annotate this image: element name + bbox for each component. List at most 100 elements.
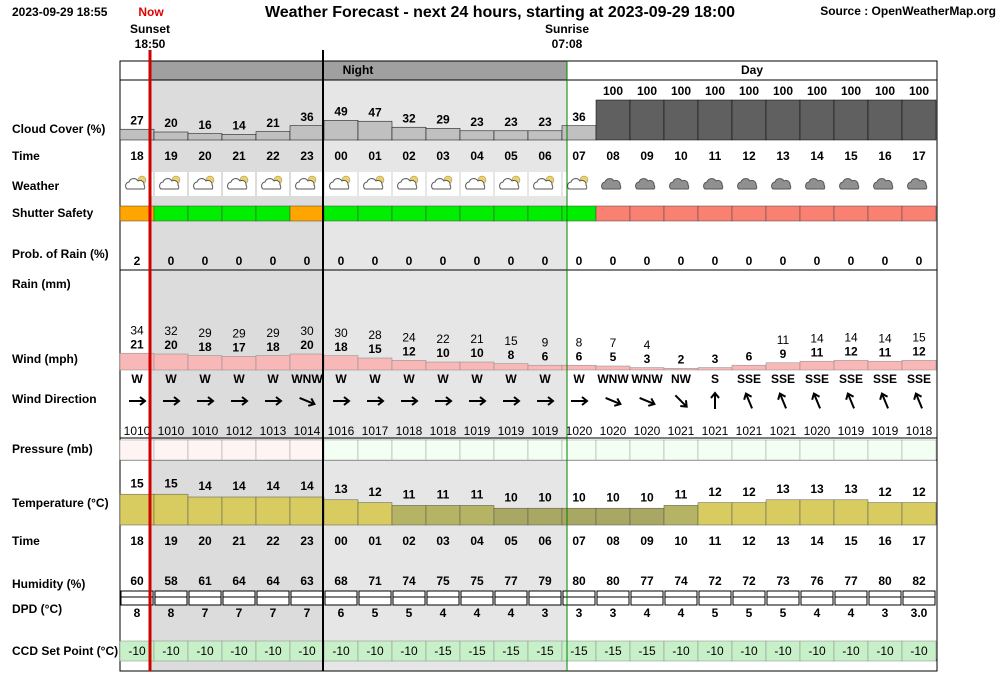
- weather-icon: [563, 172, 595, 196]
- temp-value: 13: [844, 482, 858, 496]
- dpd-value: 7: [236, 606, 243, 620]
- hour-label: 18: [130, 534, 144, 548]
- humidity-value: 68: [334, 574, 348, 588]
- ccd-value: -10: [842, 644, 860, 658]
- dpd-value: 7: [202, 606, 209, 620]
- pressure-value: 1020: [634, 424, 661, 438]
- rain-prob: 0: [338, 254, 345, 268]
- wind-speed: 5: [610, 350, 617, 364]
- shutter-cell: [357, 205, 393, 222]
- temp-bar: [459, 505, 495, 526]
- pressure-cell: [425, 439, 461, 461]
- cloud-value: 23: [538, 115, 552, 129]
- arrow-shaft: [915, 393, 923, 409]
- cloud-shape: [159, 178, 180, 190]
- cloud-bar: [765, 99, 801, 141]
- humidity-value: 79: [538, 574, 552, 588]
- dpd-value: 5: [372, 606, 379, 620]
- ccd-value: -15: [570, 644, 588, 658]
- dpd-value: 4: [474, 606, 481, 620]
- humidity-value: 77: [504, 574, 518, 588]
- wind-arrow: [605, 397, 622, 407]
- cloud-shape: [295, 178, 316, 190]
- wind-arrow: [879, 392, 889, 409]
- source: Source : OpenWeatherMap.org: [820, 4, 996, 18]
- wind-speed: 6: [576, 349, 583, 363]
- pressure-value: 1021: [736, 424, 763, 438]
- pressure-cell: [867, 439, 903, 461]
- wind-dir: W: [369, 372, 381, 386]
- temp-value: 11: [675, 488, 688, 502]
- pressure-cell: [799, 439, 835, 461]
- dpd-value: 3.0: [911, 606, 928, 620]
- arrow-head: [845, 392, 855, 401]
- cloud-value: 100: [705, 84, 725, 98]
- arrow-head: [377, 396, 385, 406]
- humidity-value: 71: [368, 574, 382, 588]
- sunset-label: Sunset: [130, 22, 170, 36]
- cloud-shape: [669, 178, 690, 190]
- pressure-cell: [731, 439, 767, 461]
- temp-bar: [153, 493, 189, 526]
- night-band: [323, 61, 567, 80]
- hour-label: 16: [878, 534, 892, 548]
- temp-bar: [391, 505, 427, 526]
- ccd-value: -10: [808, 644, 826, 658]
- wind-arrow: [265, 396, 283, 406]
- humidity-box: [188, 590, 222, 606]
- night-label: Night: [343, 63, 374, 77]
- row-label: Wind Direction: [12, 392, 97, 406]
- cloud-value: 29: [436, 113, 450, 127]
- row-label: Rain (mm): [12, 277, 71, 291]
- wind-dir: W: [335, 372, 347, 386]
- ccd-value: -10: [162, 644, 180, 658]
- cloud-bar: [391, 126, 427, 141]
- weather-icon: [189, 172, 221, 196]
- weather-icon: [155, 172, 187, 196]
- arrow-head: [811, 392, 821, 401]
- hour-label: 00: [334, 534, 348, 548]
- cloud-value: 100: [671, 84, 691, 98]
- pressure-value: 1019: [838, 424, 865, 438]
- ccd-value: -10: [706, 644, 724, 658]
- title: Weather Forecast - next 24 hours, starti…: [265, 4, 735, 21]
- wind-gust: 24: [402, 331, 416, 345]
- row-label: Shutter Safety: [12, 206, 94, 220]
- pressure-value: 1020: [566, 424, 593, 438]
- temp-value: 14: [198, 479, 212, 493]
- hour-label: 03: [436, 149, 450, 163]
- hour-label: 04: [470, 149, 484, 163]
- cloud-value: 100: [773, 84, 793, 98]
- cloud-shape: [567, 178, 588, 190]
- shutter-cell: [799, 205, 835, 222]
- ccd-value: -10: [400, 644, 418, 658]
- wind-bar: [697, 367, 733, 371]
- hour-label: 01: [368, 534, 382, 548]
- humidity-box: [460, 590, 494, 606]
- pressure-value: 1018: [396, 424, 423, 438]
- cloud-value: 32: [402, 111, 416, 125]
- wind-gust: 21: [470, 332, 484, 346]
- wind-bar: [731, 364, 767, 371]
- hour-label: 15: [844, 534, 858, 548]
- cloud-value: 100: [875, 84, 895, 98]
- row-label: Humidity (%): [12, 577, 85, 591]
- weather-icon: [427, 172, 459, 196]
- wind-bar: [901, 360, 937, 371]
- arrow-head: [207, 396, 215, 406]
- arrow-head: [680, 400, 688, 408]
- wind-dir: SSE: [805, 372, 829, 386]
- wind-speed: 11: [879, 345, 892, 359]
- wind-dir: W: [199, 372, 211, 386]
- pressure-cell: [255, 439, 291, 461]
- hour-label: 22: [266, 534, 280, 548]
- temp-bar: [357, 502, 393, 526]
- wind-speed: 18: [266, 340, 280, 354]
- temp-bar: [901, 502, 937, 526]
- pressure-value: 1019: [872, 424, 899, 438]
- wind-bar: [153, 353, 189, 371]
- cloud-shape: [125, 178, 146, 190]
- shutter-cell: [527, 205, 563, 222]
- cloud-value: 14: [232, 119, 246, 133]
